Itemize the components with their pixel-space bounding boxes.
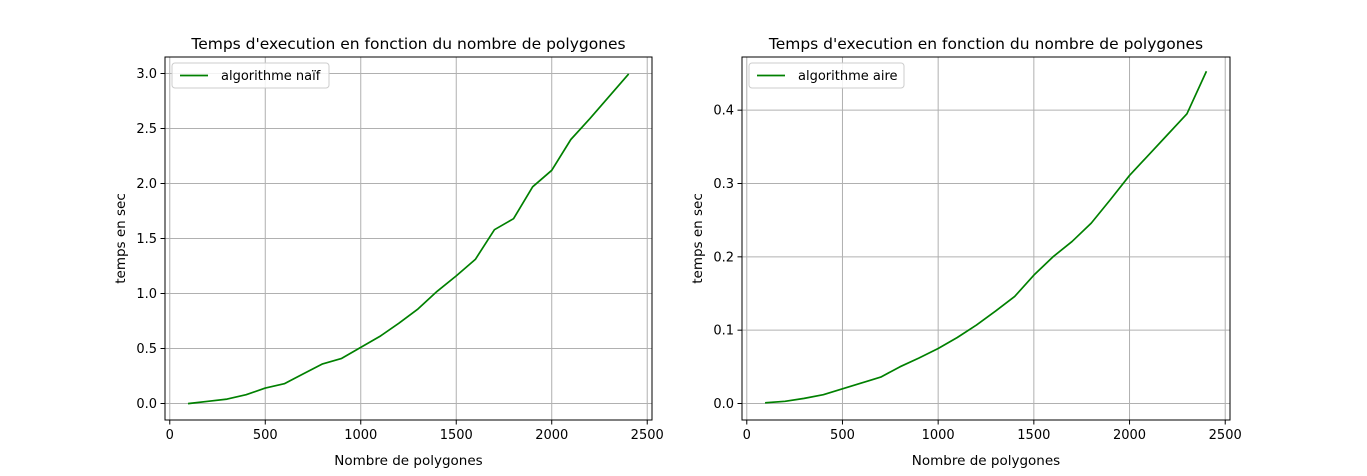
y-tick-label: 2.5 [136,122,157,137]
y-axis-label: temps en sec [690,193,706,284]
x-tick-label: 2500 [631,428,664,443]
legend: algorithme naïf [171,62,330,89]
chart-title: Temps d'execution en fonction du nombre … [768,35,1203,53]
chart-2: 0 500 1000 1500 2000 2500 0.0 0.1 0.2 0.3 0.4 Temps… [690,35,1242,469]
y-tick-label: 0.3 [713,177,734,192]
plot-frame [741,56,1231,421]
y-tick-label: 0.4 [713,104,734,119]
x-tick-label: 0 [743,428,751,443]
y-tick-label: 0.0 [136,397,157,412]
y-tick-label: 2.0 [136,177,157,192]
y-tick-label: 0.5 [136,342,157,357]
x-tick-label: 1000 [344,428,377,443]
series-line [765,70,1208,404]
x-tick-label: 500 [830,428,855,443]
x-tick-label: 2500 [1209,428,1242,443]
y-tick-label: 0.1 [713,324,734,339]
y-tick-label: 0.2 [713,250,734,265]
chart-1: 0 500 1000 1500 2000 2500 0.0 0.5 1.0 1.5 2.0 2.5 3.… [113,35,664,469]
y-tick-label: 0.0 [713,397,734,412]
x-tick-label: 0 [166,428,174,443]
legend-label: algorithme aire [798,69,898,84]
x-tick-label: 500 [253,428,278,443]
legend-label: algorithme naïf [221,69,321,84]
x-tick-label: 1500 [440,428,473,443]
x-tick-label: 1000 [922,428,955,443]
x-tick-label: 2000 [535,428,568,443]
series-line [187,73,630,405]
y-tick-label: 1.5 [136,232,157,247]
x-tick-label: 1500 [1017,428,1050,443]
chart-title: Temps d'execution en fonction du nombre … [190,35,625,53]
legend-box [748,62,905,89]
x-axis-label: Nombre de polygones [912,453,1060,469]
y-tick-label: 1.0 [136,287,157,302]
legend-box [171,62,330,89]
y-tick-label: 3.0 [136,67,157,82]
y-axis-label: temps en sec [113,193,129,284]
x-tick-label: 2000 [1113,428,1146,443]
x-axis-label: Nombre de polygones [334,453,482,469]
legend: algorithme aire [748,62,905,89]
